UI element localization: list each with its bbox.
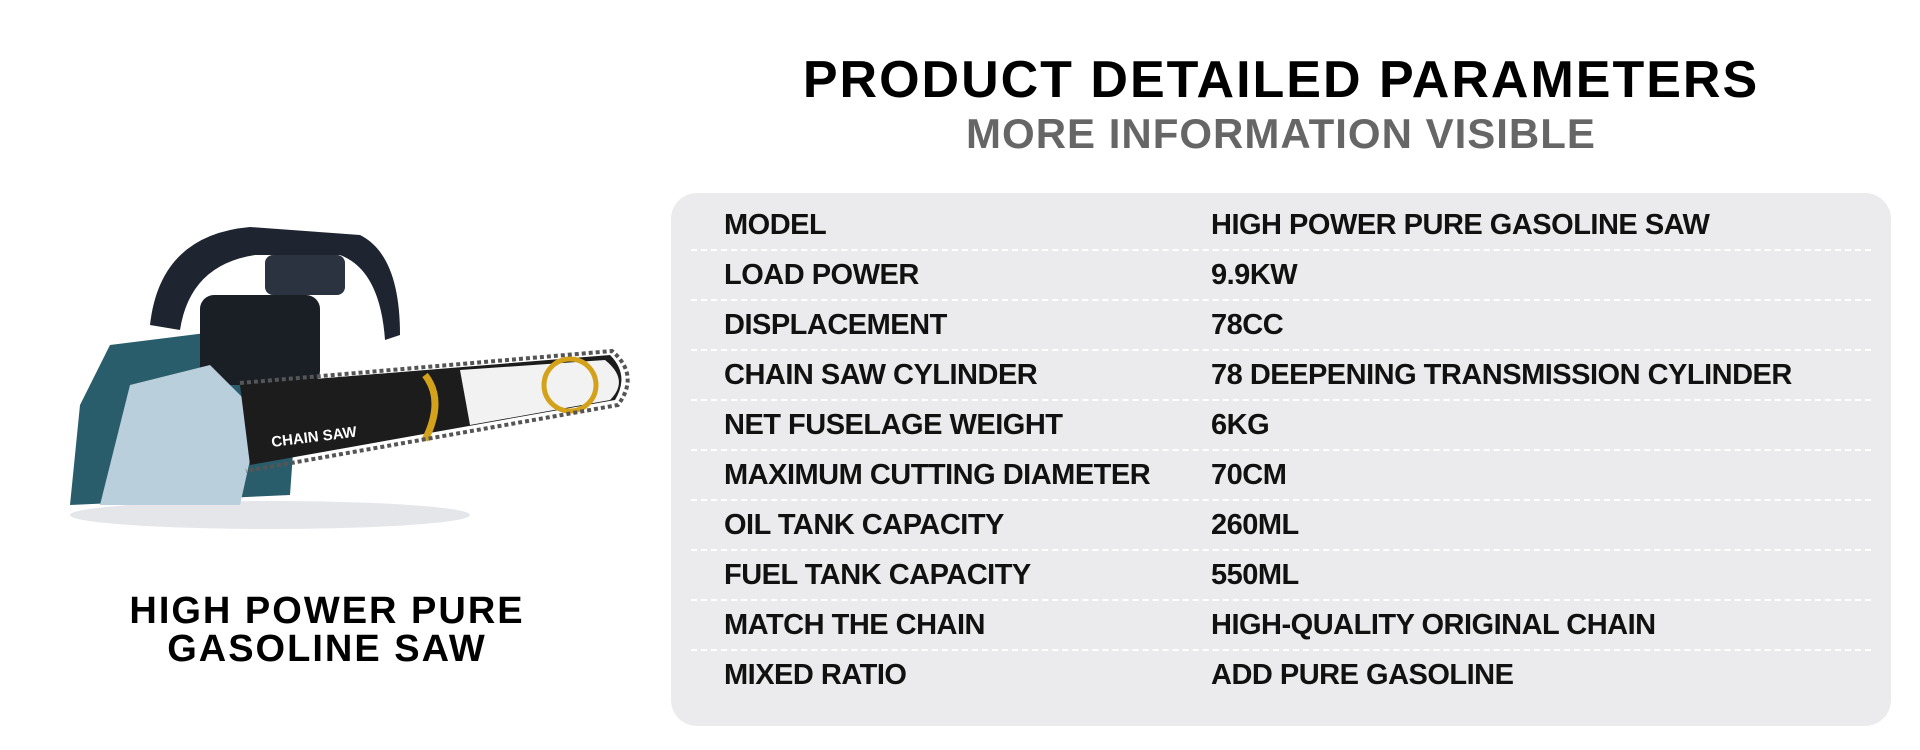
row-separator <box>691 499 1871 501</box>
parameter-name: MODEL <box>724 209 827 241</box>
table-row: MAXIMUM CUTTING DIAMETER 70CM <box>671 451 1881 501</box>
parameter-value: 6KG <box>1211 409 1270 441</box>
parameter-name: DISPLACEMENT <box>724 309 947 341</box>
table-row: NET FUSELAGE WEIGHT 6KG <box>671 401 1881 451</box>
parameter-value: HIGH POWER PURE GASOLINE SAW <box>1211 209 1710 241</box>
parameter-value: HIGH-QUALITY ORIGINAL CHAIN <box>1211 609 1656 641</box>
product-image: CHAIN SAW <box>70 227 630 529</box>
row-separator <box>691 399 1871 401</box>
row-separator <box>691 649 1871 651</box>
table-row: LOAD POWER 9.9KW <box>671 251 1881 301</box>
parameter-name: CHAIN SAW CYLINDER <box>724 359 1038 391</box>
row-separator <box>691 599 1871 601</box>
row-separator <box>691 249 1871 251</box>
parameter-value: 70CM <box>1211 459 1287 491</box>
parameter-name: NET FUSELAGE WEIGHT <box>724 409 1063 441</box>
row-separator <box>691 349 1871 351</box>
table-row: MATCH THE CHAIN HIGH-QUALITY ORIGINAL CHA… <box>671 601 1881 651</box>
subtitle: MORE INFORMATION VISIBLE <box>966 110 1596 157</box>
parameter-name: FUEL TANK CAPACITY <box>724 559 1031 591</box>
row-separator <box>691 299 1871 301</box>
table-row: MIXED RATIO ADD PURE GASOLINE <box>671 651 1881 701</box>
row-separator <box>691 449 1871 451</box>
caption-line: GASOLINE SAW <box>167 628 487 670</box>
parameter-name: OIL TANK CAPACITY <box>724 509 1004 541</box>
parameter-name: LOAD POWER <box>724 259 919 291</box>
parameter-value: 260ML <box>1211 509 1299 541</box>
parameter-table: MODEL HIGH POWER PURE GASOLINE SAW LOAD PO… <box>671 193 1891 726</box>
parameter-value: 9.9KW <box>1211 259 1298 291</box>
parameter-value: 78CC <box>1211 309 1284 341</box>
parameter-name: MATCH THE CHAIN <box>724 609 986 641</box>
table-row: OIL TANK CAPACITY 260ML <box>671 501 1881 551</box>
parameter-value: ADD PURE GASOLINE <box>1211 659 1514 691</box>
caption-line: HIGH POWER PURE <box>129 590 525 632</box>
row-separator <box>691 549 1871 551</box>
parameter-value: 78 DEEPENING TRANSMISSION CYLINDER <box>1211 359 1792 391</box>
product-caption: HIGH POWER PURE GASOLINE SAW <box>80 592 574 668</box>
table-row: CHAIN SAW CYLINDER 78 DEEPENING TRANSMISS… <box>671 351 1881 401</box>
parameter-name: MIXED RATIO <box>724 659 907 691</box>
table-row: DISPLACEMENT 78CC <box>671 301 1881 351</box>
table-row: MODEL HIGH POWER PURE GASOLINE SAW <box>671 201 1881 251</box>
table-row: FUEL TANK CAPACITY 550ML <box>671 551 1881 601</box>
parameter-value: 550ML <box>1211 559 1299 591</box>
parameter-name: MAXIMUM CUTTING DIAMETER <box>724 459 1151 491</box>
title: PRODUCT DETAILED PARAMETERS <box>802 51 1760 109</box>
